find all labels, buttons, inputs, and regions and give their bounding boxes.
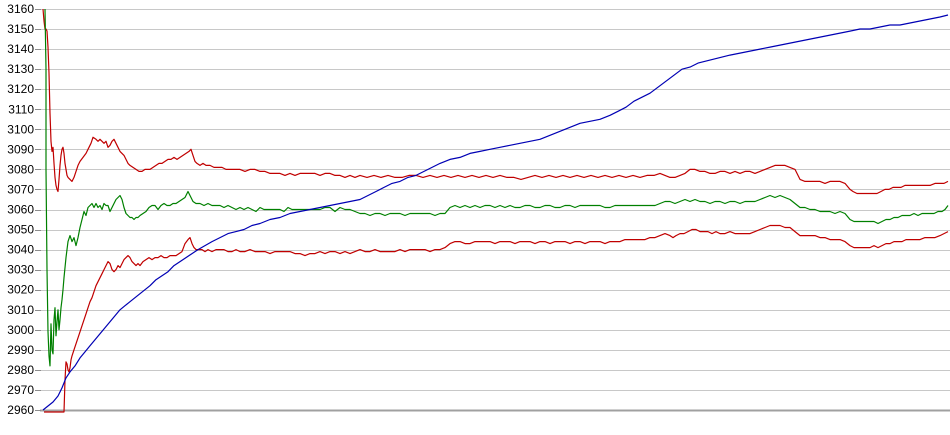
y-axis-tick-label: 3130 <box>7 62 34 76</box>
y-axis-tick-label: 3020 <box>7 283 34 297</box>
lower-red-band-series <box>44 224 949 413</box>
y-axis-tick-label: 2970 <box>7 383 34 397</box>
y-axis-tick-label: 2980 <box>7 363 34 377</box>
y-axis-tick-label: 3140 <box>7 42 34 56</box>
y-axis-tick-label: 3110 <box>8 102 34 116</box>
y-axis-tick-label: 2990 <box>7 343 34 357</box>
y-axis-tick-label: 3070 <box>7 182 34 196</box>
y-axis-tick-label: 3080 <box>7 162 34 176</box>
y-axis-tick-label: 3150 <box>7 22 34 36</box>
upper-red-band-series <box>42 8 949 195</box>
y-axis-tick-label: 3100 <box>7 122 34 136</box>
y-axis-tick-label: 3050 <box>7 223 34 237</box>
y-axis-tick-label: 3120 <box>7 82 34 96</box>
y-axis-tick-label: 3030 <box>7 263 34 277</box>
y-axis-tick-label: 3010 <box>7 303 34 317</box>
y-axis-tick-label: 3090 <box>7 142 34 156</box>
y-axis-tick-label: 3160 <box>7 2 34 16</box>
green-mid-line-series <box>44 8 949 367</box>
y-axis-tick-label: 3040 <box>7 243 34 257</box>
y-axis-tick-label: 2960 <box>7 403 34 417</box>
y-axis-tick-label: 3060 <box>7 203 34 217</box>
y-axis-tick-label: 3000 <box>7 323 34 337</box>
blue-cumulative-line-series <box>42 14 949 411</box>
